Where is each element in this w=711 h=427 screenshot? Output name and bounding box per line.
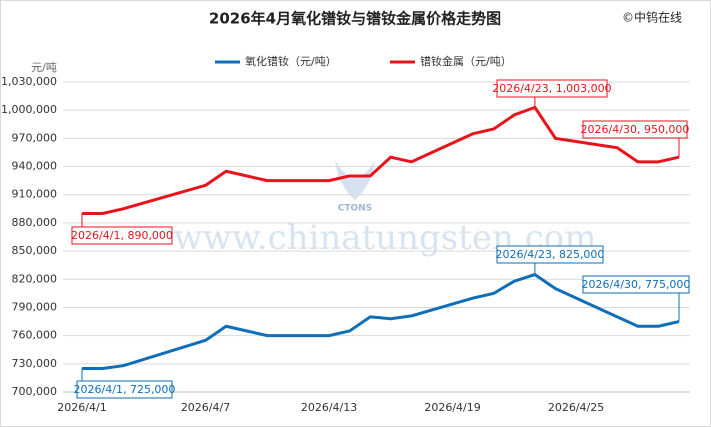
y-tick-label: 910,000 xyxy=(12,188,58,201)
annotation-box xyxy=(582,275,690,294)
chart-title: 2026年4月氧化镨钕与镨钕金属价格走势图 xyxy=(209,10,501,28)
y-tick-label: 1,030,000 xyxy=(1,75,57,88)
annotation-text: 2026/4/30, 775,000 xyxy=(582,278,691,291)
annotation-box xyxy=(496,245,604,264)
y-tick-label: 790,000 xyxy=(12,300,58,313)
y-unit: 元/吨 xyxy=(31,61,57,74)
annotation-text: 2026/4/30, 950,000 xyxy=(581,123,690,136)
logo-text: CTONS xyxy=(338,204,372,214)
y-tick-label: 700,000 xyxy=(12,385,58,398)
x-tick-label: 2026/4/19 xyxy=(424,401,480,414)
series-line xyxy=(82,273,680,371)
annotation-box xyxy=(582,120,688,139)
annotation-text: 2026/4/23, 825,000 xyxy=(496,248,605,261)
copyright: ©中钨在线 xyxy=(622,10,682,25)
series-line xyxy=(82,105,680,216)
y-tick-label: 1,000,000 xyxy=(1,103,57,116)
y-tick-label: 850,000 xyxy=(12,244,58,257)
x-tick-label: 2026/4/7 xyxy=(181,401,230,414)
annotation-box xyxy=(71,226,173,245)
annotation-text: 2026/4/1, 890,000 xyxy=(71,229,173,242)
y-tick-label: 880,000 xyxy=(12,216,58,229)
x-tick-label: 2026/4/13 xyxy=(301,401,357,414)
x-tick-label: 2026/4/1 xyxy=(57,401,106,414)
annotation-text: 2026/4/1, 725,000 xyxy=(74,383,176,396)
y-tick-label: 820,000 xyxy=(12,272,58,285)
x-tick-label: 2026/4/25 xyxy=(548,401,604,414)
legend-label: 氧化镨钕（元/吨） xyxy=(245,54,337,68)
annotation-box xyxy=(496,79,608,98)
y-tick-label: 760,000 xyxy=(12,329,58,342)
annotation-box xyxy=(76,380,173,399)
annotation-text: 2026/4/23, 1,003,000 xyxy=(492,82,611,95)
logo xyxy=(335,160,375,200)
y-tick-label: 970,000 xyxy=(12,131,58,144)
y-tick-label: 940,000 xyxy=(12,160,58,173)
y-tick-label: 730,000 xyxy=(12,357,58,370)
legend-label: 镨钕金属（元/吨） xyxy=(420,54,512,68)
